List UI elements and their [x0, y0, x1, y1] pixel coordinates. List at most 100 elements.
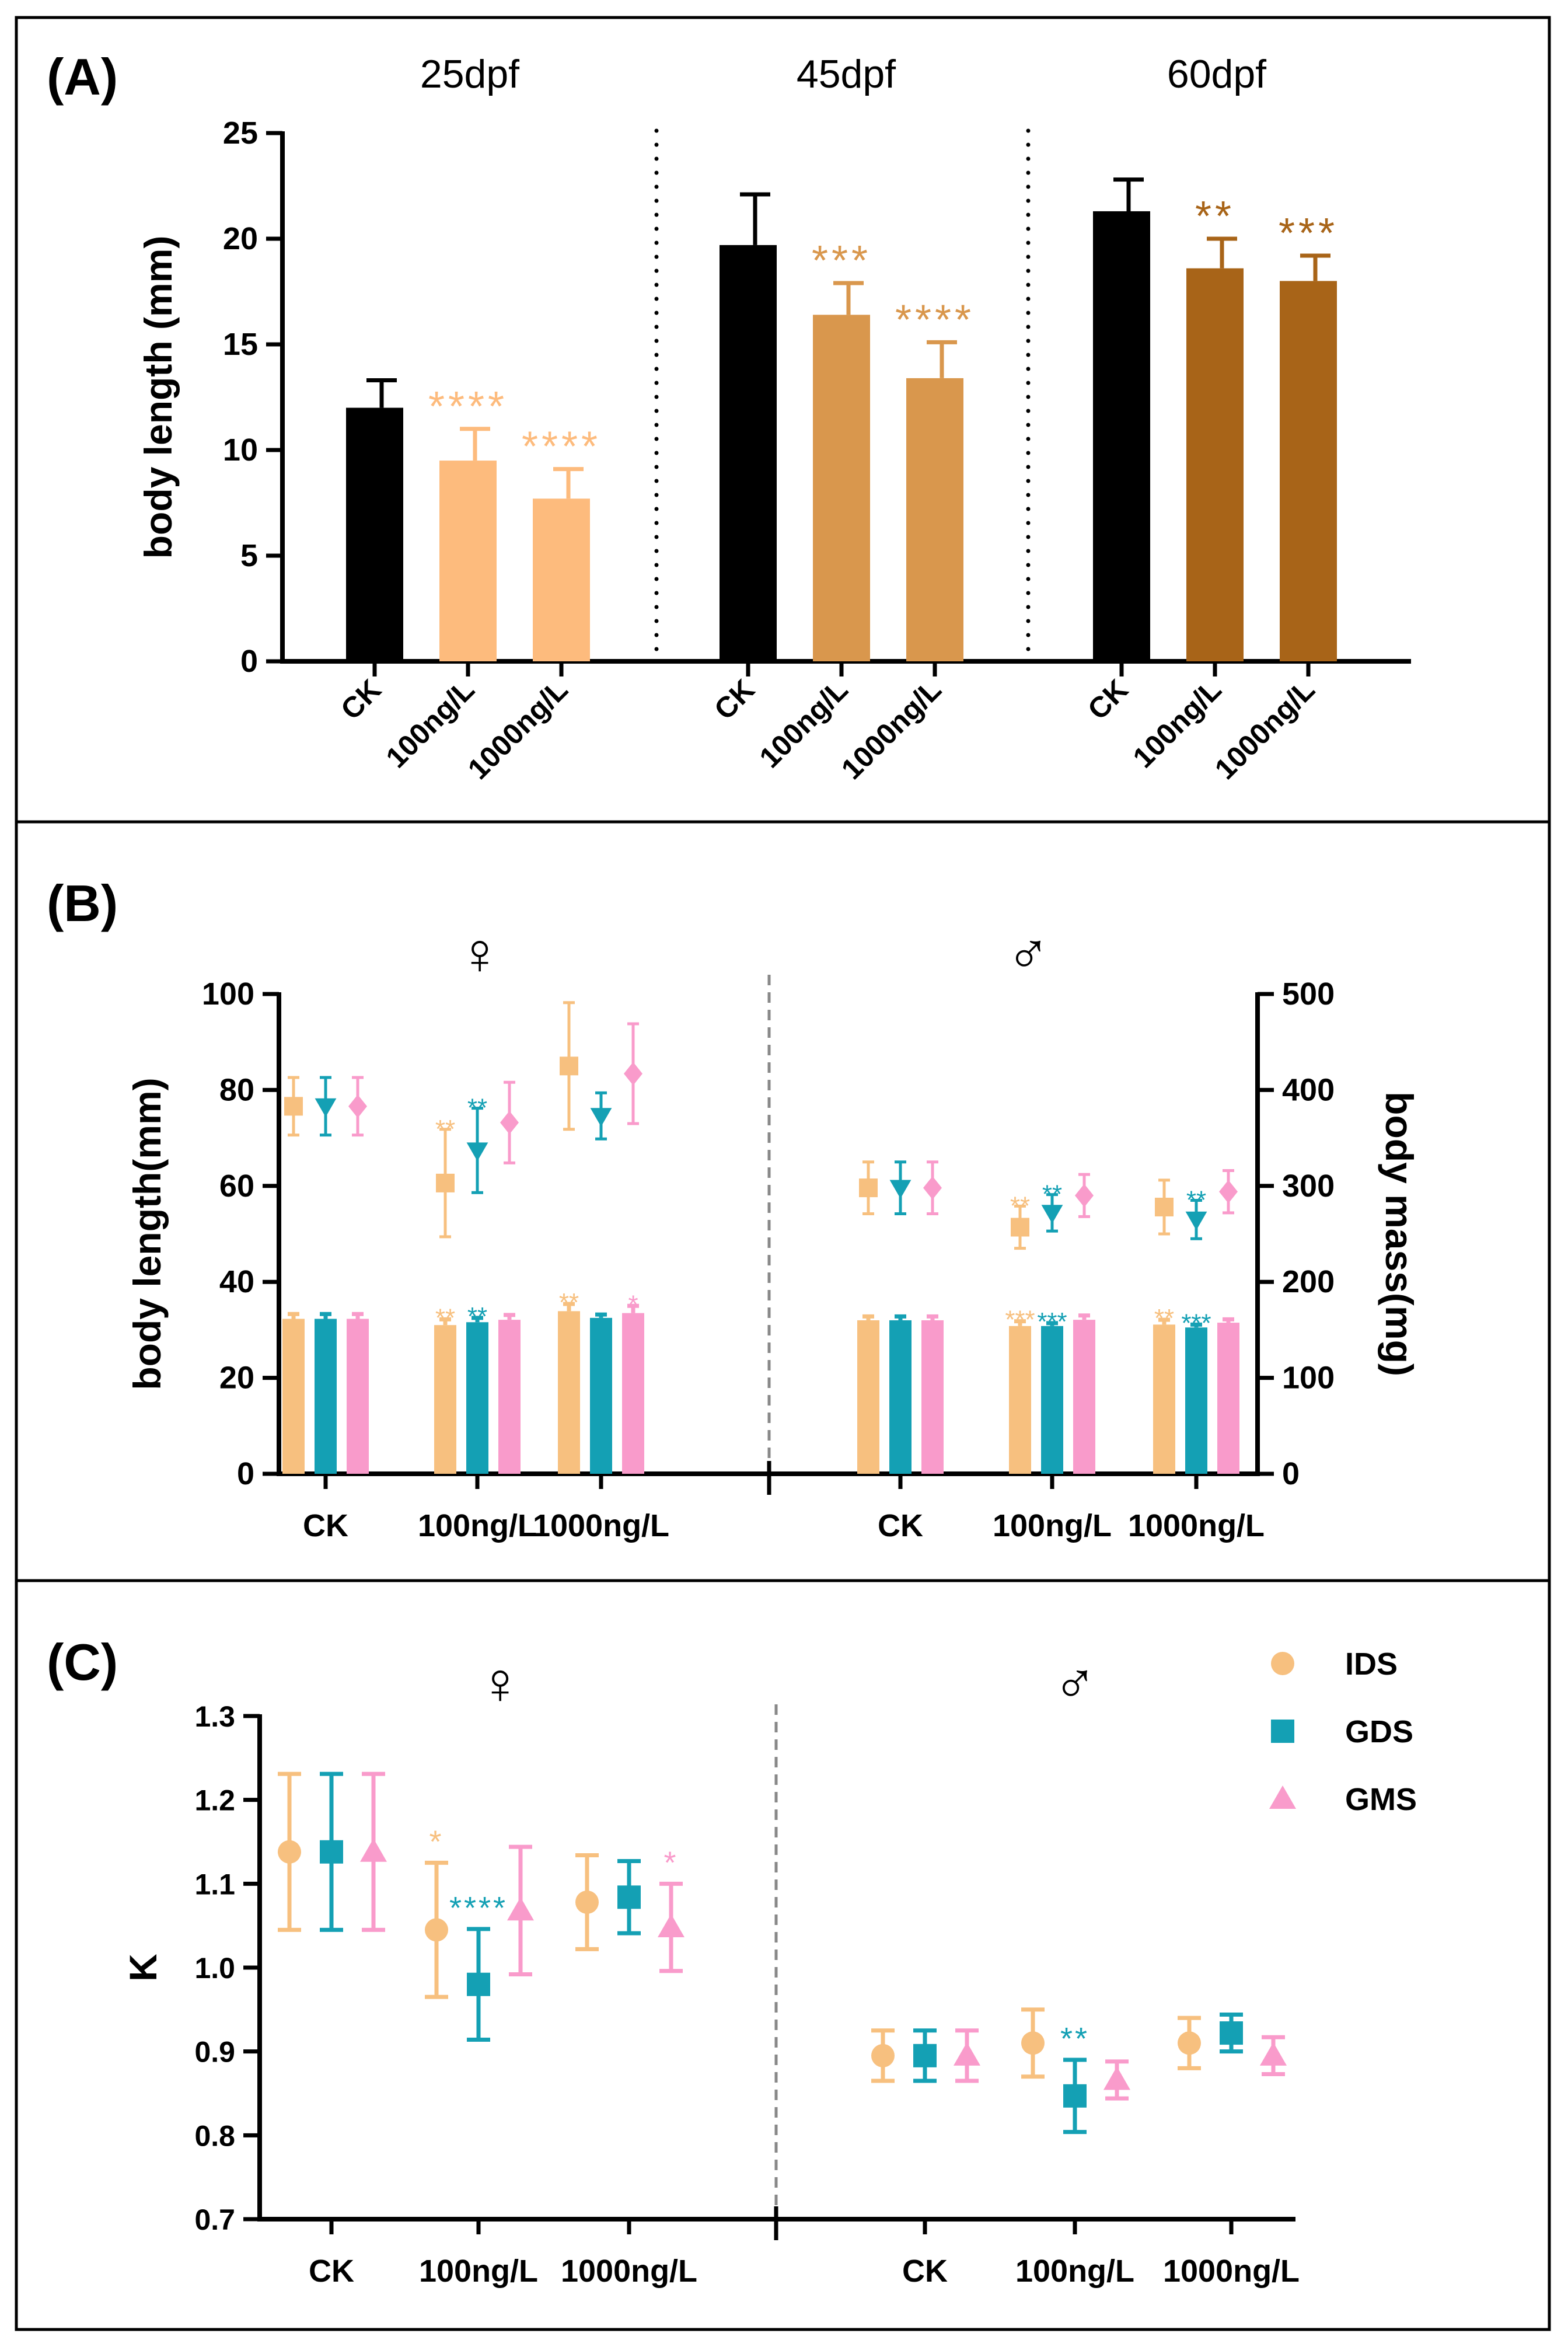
a-x-tick-label: 1000ng/L — [835, 673, 948, 786]
b-length-bar — [315, 1319, 337, 1474]
c-y-axis-label: K — [121, 1954, 165, 1982]
b-y-tick-label-right: 0 — [1282, 1456, 1300, 1491]
b-mass-point — [889, 1180, 912, 1199]
c-data-point — [360, 1838, 387, 1862]
c-data-point — [1103, 2066, 1130, 2090]
b-mass-point — [466, 1142, 488, 1162]
c-x-tick-label: 100ng/L — [1015, 2254, 1134, 2289]
b-mass-point — [1155, 1197, 1174, 1216]
c-y-tick-label: 1.3 — [194, 1700, 235, 1733]
c-significance-label: * — [429, 1824, 443, 1859]
b-length-bar — [282, 1319, 305, 1474]
a-x-tick-label: CK — [708, 673, 761, 726]
b-x-tick-label: 1000ng/L — [1128, 1508, 1265, 1543]
a-group-title: 60dpf — [1167, 52, 1266, 96]
b-mass-significance: ** — [1186, 1185, 1206, 1214]
a-y-tick-label: 10 — [223, 433, 258, 468]
b-mass-point — [436, 1173, 455, 1192]
b-x-tick-label: CK — [303, 1508, 348, 1543]
b-mass-point — [859, 1178, 878, 1198]
b-mass-point — [500, 1111, 519, 1135]
b-sex-symbol: ♀ — [458, 921, 502, 986]
a-x-tick-label: CK — [334, 673, 387, 726]
b-y-tick-label-left: 60 — [219, 1169, 254, 1204]
a-bar — [439, 461, 497, 661]
c-legend-label: IDS — [1345, 1647, 1398, 1682]
a-x-tick-label: 1000ng/L — [1209, 673, 1321, 786]
panel-label-A: (A) — [47, 48, 118, 106]
a-significance-label: *** — [1279, 210, 1338, 257]
b-y-axis-label-left: body length(mm) — [125, 1077, 169, 1390]
c-data-point — [1220, 2021, 1243, 2045]
b-mass-point — [560, 1056, 578, 1076]
b-x-tick-label: 100ng/L — [993, 1508, 1112, 1543]
b-length-bar — [558, 1311, 580, 1474]
c-sex-symbol: ♀ — [479, 1651, 522, 1716]
b-y-tick-label-right: 200 — [1282, 1264, 1335, 1299]
panel-c-chart: 0.70.80.91.01.11.21.3K♀CK 100ng/L*****100… — [121, 1647, 1417, 2289]
b-length-bar — [1185, 1327, 1207, 1474]
a-bar — [906, 378, 963, 661]
a-group-title: 25dpf — [420, 52, 519, 96]
b-mass-point — [1075, 1184, 1094, 1208]
c-data-point — [954, 2042, 980, 2066]
b-length-bar — [889, 1320, 912, 1474]
c-data-point — [425, 1918, 448, 1942]
c-y-tick-label: 1.1 — [194, 1868, 235, 1900]
b-mass-point — [348, 1094, 367, 1118]
a-y-tick-label: 25 — [223, 116, 258, 151]
a-y-tick-label: 20 — [223, 221, 258, 256]
c-data-point — [507, 1897, 534, 1921]
b-length-bar — [434, 1325, 456, 1474]
b-length-significance: ** — [435, 1303, 455, 1332]
b-mass-significance: ** — [1010, 1191, 1030, 1220]
c-sex-symbol: ♂ — [1053, 1651, 1097, 1716]
b-length-bar — [1073, 1320, 1095, 1474]
c-data-point — [658, 1914, 685, 1938]
c-legend-marker — [1271, 1652, 1294, 1675]
c-legend-marker — [1271, 1720, 1294, 1743]
b-mass-point — [624, 1062, 642, 1086]
b-length-bar — [1153, 1324, 1175, 1474]
b-length-bar — [590, 1317, 612, 1474]
b-y-tick-label-right: 100 — [1282, 1361, 1335, 1396]
a-bar — [720, 245, 777, 661]
b-length-significance: *** — [1037, 1307, 1067, 1336]
c-y-tick-label: 1.0 — [194, 1952, 235, 1985]
b-mass-significance: ** — [467, 1094, 487, 1122]
b-mass-point — [1185, 1211, 1207, 1230]
a-significance-label: *** — [812, 238, 871, 284]
b-sex-symbol: ♂ — [1007, 921, 1050, 986]
c-y-tick-label: 0.7 — [194, 2203, 235, 2236]
b-y-tick-label-left: 80 — [219, 1072, 254, 1107]
c-data-point — [871, 2043, 895, 2067]
a-y-tick-label: 5 — [240, 538, 258, 573]
c-significance-label: **** — [449, 1891, 508, 1926]
b-y-tick-label-right: 500 — [1282, 977, 1335, 1012]
c-data-point — [278, 1840, 301, 1864]
b-length-bar — [347, 1319, 369, 1474]
panel-b-chart: 0 20 40 60 80 100 0 100 200 300 400 500 body length(… — [125, 921, 1421, 1543]
b-y-tick-label-left: 40 — [219, 1264, 254, 1299]
b-y-tick-label-right: 300 — [1282, 1169, 1335, 1204]
b-length-bar — [1009, 1326, 1031, 1474]
b-length-significance: *** — [1181, 1309, 1211, 1337]
b-y-tick-label-left: 100 — [202, 977, 254, 1012]
b-mass-point — [1011, 1218, 1029, 1237]
a-bar — [346, 407, 403, 661]
a-significance-label: **** — [428, 383, 508, 430]
a-bar — [533, 498, 590, 661]
c-data-point — [1178, 2031, 1201, 2055]
c-significance-label: ** — [1060, 2021, 1089, 2056]
a-y-axis-label: body length (mm) — [137, 236, 180, 559]
c-legend-label: GMS — [1345, 1782, 1417, 1817]
frame-C — [15, 1579, 1551, 2331]
c-x-tick-label: 100ng/L — [419, 2254, 538, 2289]
b-length-bar — [622, 1313, 644, 1474]
b-length-significance: *** — [1005, 1306, 1035, 1334]
b-mass-significance: ** — [435, 1115, 455, 1143]
b-x-tick-label: 1000ng/L — [533, 1508, 669, 1543]
c-significance-label: * — [663, 1845, 678, 1880]
